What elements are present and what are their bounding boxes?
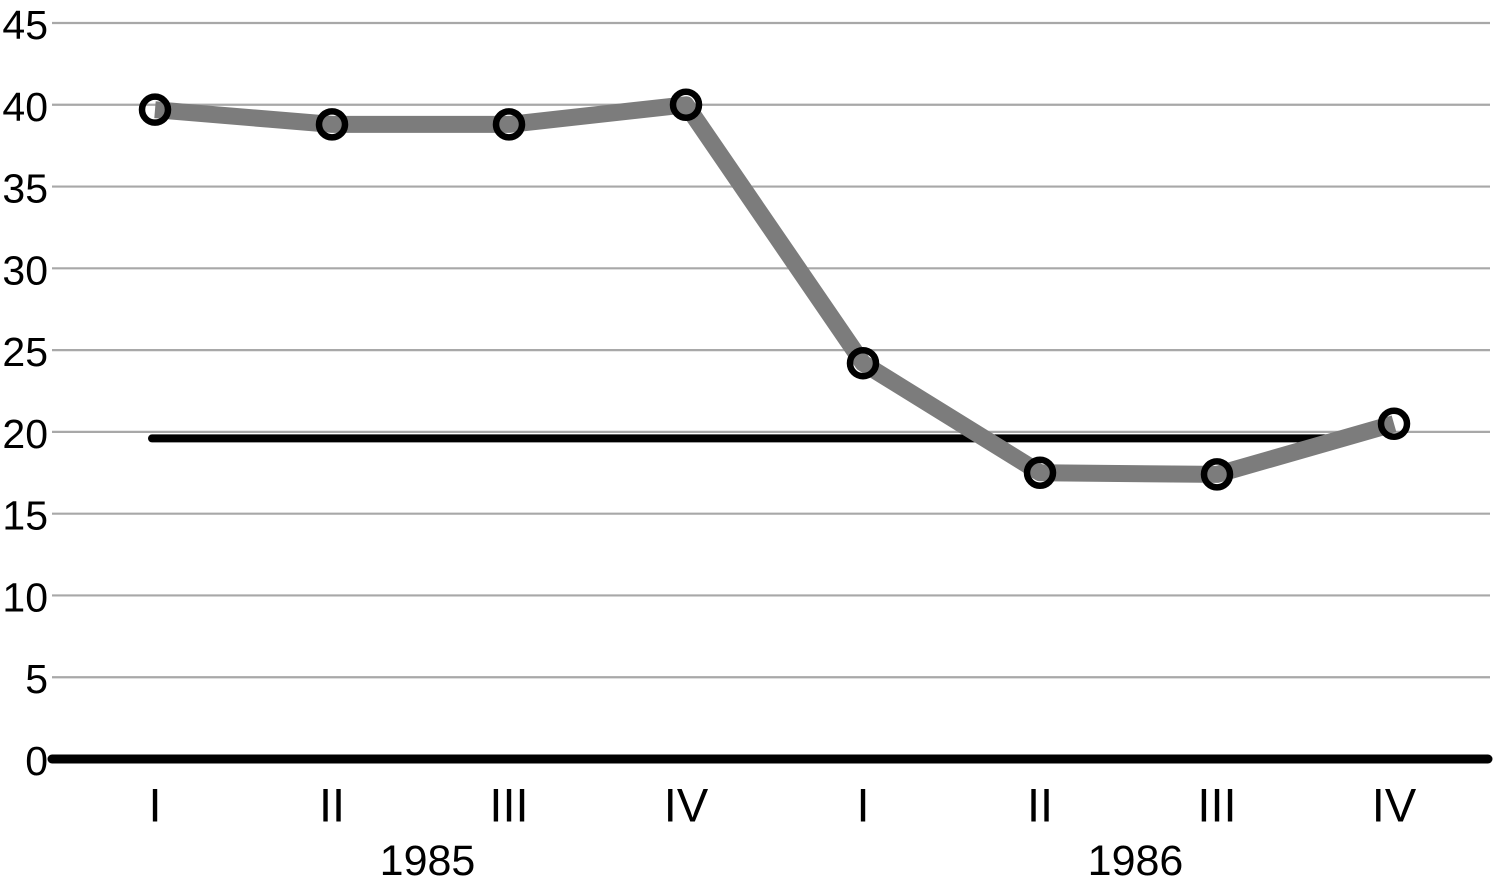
series-markers bbox=[138, 88, 1411, 491]
data-point-marker-3 bbox=[492, 108, 526, 141]
x-axis-labels: I II III IV I II III IV bbox=[148, 779, 1416, 832]
year-label-1986: 1986 bbox=[1088, 837, 1184, 885]
y-tick-label-15: 15 bbox=[2, 493, 48, 539]
year-label-1985: 1985 bbox=[380, 837, 476, 885]
y-tick-label-40: 40 bbox=[2, 84, 48, 130]
x-tick-label-6: II bbox=[1027, 779, 1053, 832]
year-labels: 1985 1986 bbox=[380, 837, 1184, 885]
y-tick-label-45: 45 bbox=[2, 2, 48, 48]
data-point-marker-4 bbox=[669, 88, 703, 122]
y-tick-label-0: 0 bbox=[25, 738, 48, 784]
series-line-group bbox=[154, 96, 1397, 483]
x-tick-label-4: IV bbox=[664, 779, 709, 832]
data-point-marker-8 bbox=[1377, 407, 1411, 440]
x-tick-label-5: I bbox=[856, 779, 869, 832]
x-tick-label-3: III bbox=[489, 779, 528, 832]
data-point-marker-2 bbox=[315, 108, 349, 141]
x-tick-label-2: II bbox=[319, 779, 345, 832]
y-tick-label-35: 35 bbox=[2, 166, 48, 212]
data-point-marker-6 bbox=[1023, 456, 1057, 490]
y-axis-labels: 0 5 10 15 20 25 30 35 40 45 bbox=[2, 2, 48, 784]
x-tick-label-7: III bbox=[1197, 779, 1236, 832]
data-point-marker-7 bbox=[1200, 458, 1234, 491]
data-point-marker-1 bbox=[138, 93, 172, 126]
data-point-marker-5 bbox=[846, 346, 880, 380]
series-line bbox=[154, 96, 1397, 483]
y-tick-label-10: 10 bbox=[2, 574, 48, 620]
x-tick-label-1: I bbox=[148, 779, 161, 832]
y-tick-label-25: 25 bbox=[2, 329, 48, 375]
y-tick-label-5: 5 bbox=[25, 656, 48, 702]
y-tick-label-30: 30 bbox=[2, 247, 48, 293]
gridlines bbox=[52, 21, 1490, 679]
x-tick-label-8: IV bbox=[1372, 779, 1417, 832]
y-tick-label-20: 20 bbox=[2, 411, 48, 457]
